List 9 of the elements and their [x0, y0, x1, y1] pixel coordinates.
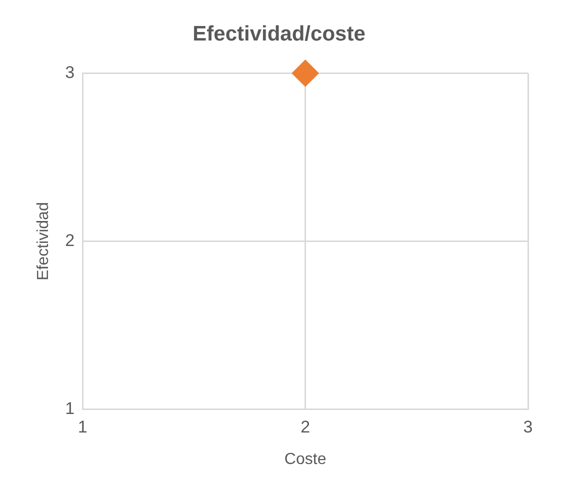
x-tick-label: 2: [300, 417, 310, 436]
y-tick-label: 2: [65, 230, 75, 250]
x-axis-title: Coste: [284, 450, 326, 468]
y-tick-label: 3: [65, 62, 75, 82]
y-axis-title: Efectividad: [35, 202, 52, 280]
x-tick-label: 1: [78, 417, 88, 436]
x-tick-label: 3: [523, 417, 533, 436]
chart-title: Efectividad/coste: [192, 22, 366, 46]
y-tick-label: 1: [65, 399, 75, 418]
